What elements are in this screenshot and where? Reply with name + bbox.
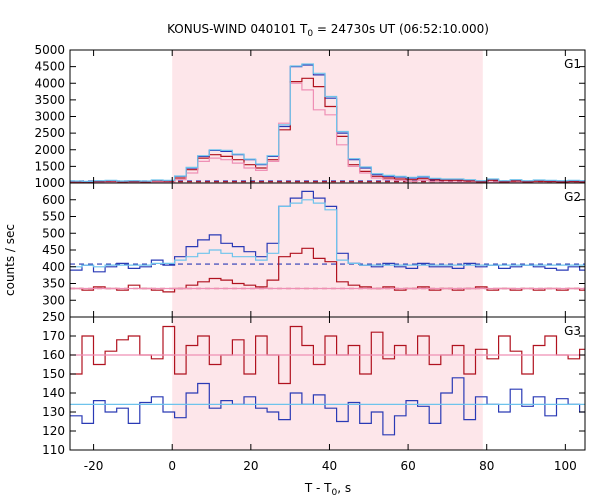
y-tick-label: 140 bbox=[42, 386, 65, 400]
x-tick-label: 40 bbox=[322, 459, 337, 473]
x-tick-label: 60 bbox=[400, 459, 415, 473]
x-tick-label: 100 bbox=[554, 459, 577, 473]
y-tick-label: 450 bbox=[42, 243, 65, 257]
y-tick-label: 4500 bbox=[34, 60, 65, 74]
y-tick-label: 2000 bbox=[34, 143, 65, 157]
series-cyan-g1 bbox=[70, 63, 585, 182]
y-tick-label: 110 bbox=[42, 443, 65, 457]
y-tick-label: 1500 bbox=[34, 159, 65, 173]
y-tick-label: 250 bbox=[42, 310, 65, 324]
series-blue-g3 bbox=[70, 377, 585, 436]
y-tick-label: 350 bbox=[42, 277, 65, 291]
y-tick-label: 500 bbox=[42, 226, 65, 240]
y-tick-label: 600 bbox=[42, 193, 65, 207]
y-tick-label: 150 bbox=[42, 367, 65, 381]
series-pink-g1 bbox=[70, 82, 585, 183]
y-tick-label: 120 bbox=[42, 424, 65, 438]
x-tick-label: 0 bbox=[168, 459, 176, 473]
y-tick-label: 550 bbox=[42, 210, 65, 224]
x-tick-label: 20 bbox=[243, 459, 258, 473]
series-red-g1 bbox=[70, 77, 585, 183]
panel-g1: 1000 1500 2000 2500 3000 3500 4000 4500 5000 G1 bbox=[34, 43, 586, 190]
y-tick-label: 400 bbox=[42, 260, 65, 274]
y-tick-label: 3000 bbox=[34, 110, 65, 124]
y-tick-label: 3500 bbox=[34, 93, 65, 107]
panel-label: G3 bbox=[564, 324, 581, 338]
panel-g2: 250 300 350 400 450 500 550 600 G2 bbox=[42, 182, 586, 324]
y-tick-label: 300 bbox=[42, 293, 65, 307]
x-axis-title: T - T0, s bbox=[304, 481, 351, 498]
shaded-interval bbox=[172, 183, 483, 317]
y-tick-label: 5000 bbox=[34, 43, 65, 57]
panel-label: G1 bbox=[564, 57, 581, 71]
x-tick-label: -20 bbox=[84, 459, 104, 473]
series-cyan-g2 bbox=[70, 199, 585, 268]
y-tick-label: 170 bbox=[42, 329, 65, 343]
y-tick-label: 1000 bbox=[34, 176, 65, 190]
y-tick-label: 130 bbox=[42, 405, 65, 419]
y-tick-label: 2500 bbox=[34, 126, 65, 140]
panel-g3: 110 120 130 140 150 160 170 G3 bbox=[42, 316, 586, 457]
y-axis-title: counts / sec bbox=[3, 224, 17, 296]
y-tick-label: 160 bbox=[42, 348, 65, 362]
panel-label: G2 bbox=[564, 190, 581, 204]
shaded-interval bbox=[172, 50, 483, 183]
series-red-g3 bbox=[70, 325, 585, 385]
x-tick-label: 80 bbox=[479, 459, 494, 473]
panel-frame bbox=[69, 316, 586, 451]
y-tick-label: 4000 bbox=[34, 76, 65, 90]
shaded-interval bbox=[172, 317, 483, 450]
plot-area: 100015002000250030003500400045005000G125… bbox=[34, 43, 586, 473]
chart-title: KONUS-WIND 040101 T0 = 24730s UT (06:52:… bbox=[167, 22, 489, 39]
